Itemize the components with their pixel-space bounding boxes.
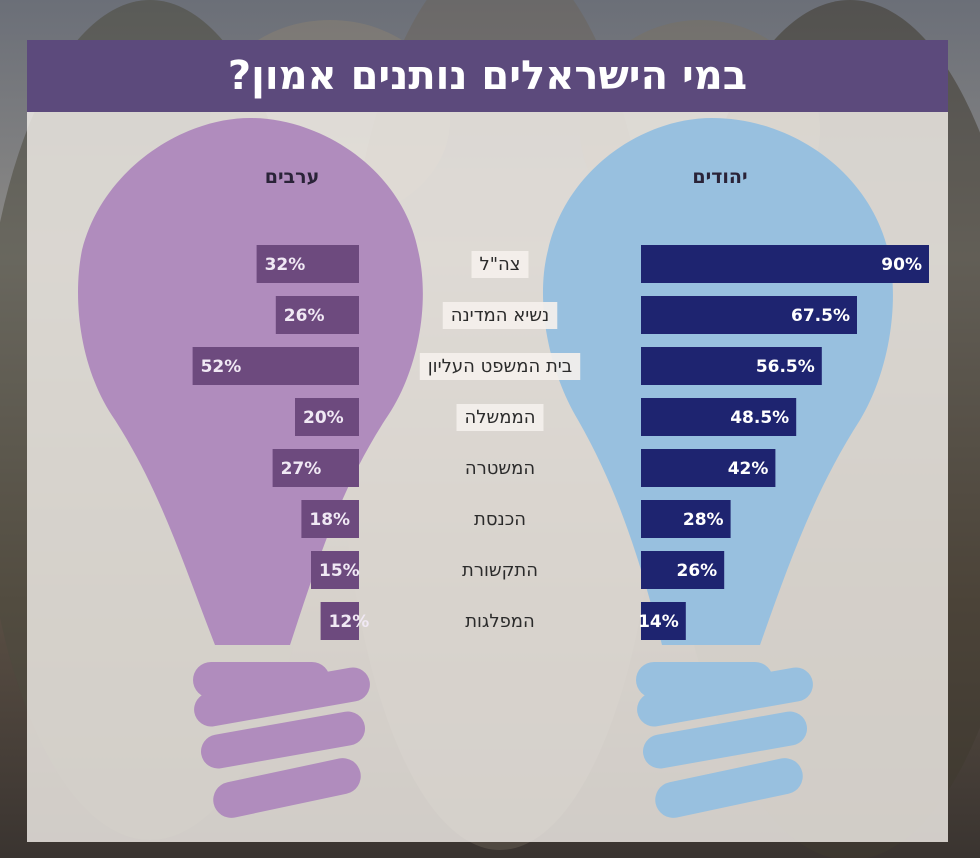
category-label: הממשלה [465, 407, 536, 428]
jews-value-label: 67.5% [791, 306, 850, 326]
arabs-bar [301, 500, 359, 538]
arabs-value-label: 26% [284, 306, 325, 326]
category-label: המפלגות [465, 611, 535, 632]
jews-bulb-screw-4 [655, 758, 803, 818]
jews-bar [641, 500, 731, 538]
category-label: הכנסת [474, 509, 526, 530]
arabs-bulb-illustration [78, 118, 423, 818]
arabs-bar [320, 602, 359, 640]
category-label: התקשורת [462, 560, 538, 581]
category-label-bg [442, 302, 558, 329]
jews-value-label: 26% [676, 561, 717, 581]
jews-group-label: יהודים [692, 166, 747, 188]
arabs-value-label: 32% [265, 255, 306, 275]
arabs-value-label: 52% [201, 357, 242, 377]
arabs-value-label: 12% [329, 612, 370, 632]
jews-value-label: 14% [638, 612, 679, 632]
arabs-bar [275, 296, 359, 334]
arabs-bar [256, 245, 359, 283]
jews-bar [641, 296, 857, 334]
jews-value-label: 56.5% [756, 357, 815, 377]
category-label-bg [456, 404, 544, 431]
jews-bulb-screw-2 [637, 667, 813, 727]
arabs-bar [272, 449, 359, 487]
jews-bar [641, 245, 929, 283]
jews-bar [641, 449, 776, 487]
arabs-bar [311, 551, 359, 589]
category-label: המשטרה [465, 458, 535, 479]
jews-value-label: 48.5% [730, 408, 789, 428]
jews-bar [641, 347, 822, 385]
category-label-bg [471, 251, 529, 278]
category-label-bg [419, 353, 581, 380]
arabs-value-label: 18% [309, 510, 350, 530]
arabs-value-label: 20% [303, 408, 344, 428]
jews-bar [641, 398, 797, 436]
arabs-bar [295, 398, 359, 436]
chart-title: במי הישראלים נותנים אמון? [227, 53, 748, 99]
title-bar [27, 40, 948, 112]
jews-value-label: 42% [728, 459, 769, 479]
arabs-group-label: ערבים [265, 166, 320, 188]
jews-value-label: 90% [881, 255, 922, 275]
category-label: צה"ל [480, 254, 521, 275]
arabs-value-label: 27% [281, 459, 322, 479]
jews-bar [641, 602, 686, 640]
arabs-bulb-screw-4 [213, 758, 361, 818]
arabs-bar [192, 347, 359, 385]
arabs-bulb-screw-3 [201, 711, 365, 769]
jews-bar [641, 551, 725, 589]
jews-bulb-screw-3 [643, 711, 807, 769]
category-label: נשיא המדינה [451, 305, 550, 326]
arabs-bulb-screw-2 [194, 667, 370, 727]
jews-value-label: 28% [683, 510, 724, 530]
category-label: בית המשפט העליון [428, 356, 572, 377]
arabs-value-label: 15% [319, 561, 360, 581]
